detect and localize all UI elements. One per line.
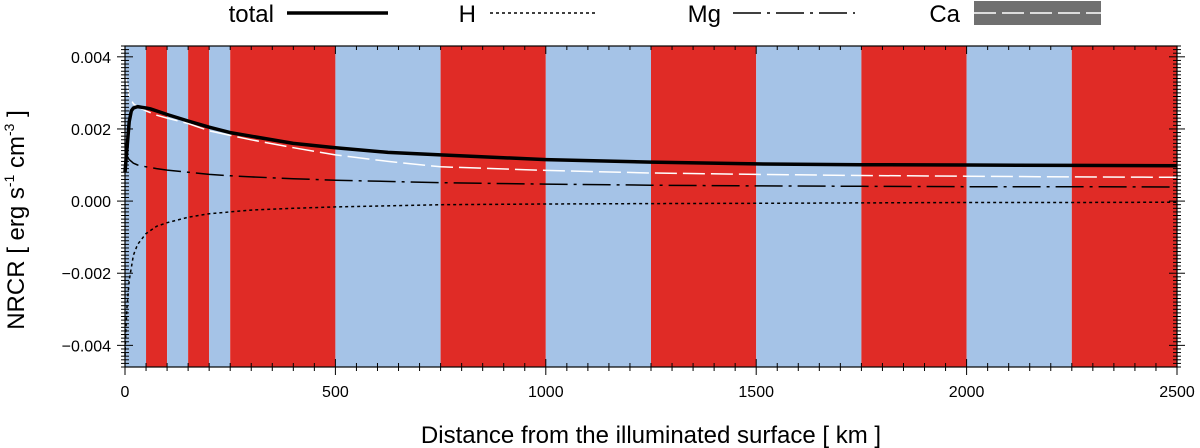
y-axis-title-mid: cm — [3, 136, 30, 175]
y-tick-label: −0.002 — [62, 266, 111, 283]
y-tick-label: 0.004 — [71, 50, 111, 67]
background-band — [440, 46, 546, 367]
y-tick-label: 0.002 — [71, 122, 111, 139]
background-bands — [125, 46, 1177, 367]
background-band — [651, 46, 757, 367]
legend-label-mg: Mg — [688, 1, 721, 28]
y-axis-title-exp1: -1 — [1, 174, 17, 187]
x-tick-label: 1500 — [738, 384, 774, 401]
y-axis-title-end: ] — [3, 110, 30, 123]
series-line-total — [123, 104, 1178, 173]
y-axis-title-exp2: -3 — [1, 123, 17, 136]
x-tick-label: 0 — [121, 384, 130, 401]
x-tick-label: 1000 — [528, 384, 564, 401]
x-tick-label: 2000 — [949, 384, 985, 401]
legend-label-total: total — [229, 1, 274, 28]
background-band — [209, 46, 231, 367]
legend: total H Mg Ca — [229, 1, 1101, 28]
y-axis-title-base: NRCR [ erg s — [3, 187, 30, 330]
axis-ticks — [117, 45, 1185, 375]
legend-label-h: H — [459, 1, 476, 28]
series-layer — [123, 74, 1178, 357]
series-line-h — [124, 201, 1178, 357]
background-band — [146, 46, 168, 367]
x-tick-label: 500 — [322, 384, 349, 401]
y-axis-title: NRCR [ erg s-1 cm-3 ] — [1, 110, 30, 330]
background-band — [230, 46, 336, 367]
y-tick-labels: −0.004 −0.002 0.000 0.002 0.004 — [62, 50, 111, 356]
x-axis-title: Distance from the illuminated surface [ … — [421, 422, 881, 448]
background-band — [167, 46, 189, 367]
x-tick-labels: 0 500 1000 1500 2000 2500 — [121, 384, 1195, 401]
background-band — [188, 46, 210, 367]
background-band — [756, 46, 862, 367]
legend-label-ca: Ca — [929, 1, 960, 28]
series-line-mg — [124, 143, 1178, 188]
background-band — [966, 46, 1072, 367]
y-tick-label: −0.004 — [62, 338, 111, 355]
background-band — [1071, 46, 1177, 367]
background-band — [861, 46, 967, 367]
y-tick-label: 0.000 — [71, 194, 111, 211]
x-tick-label: 2500 — [1159, 384, 1195, 401]
background-band — [545, 46, 651, 367]
